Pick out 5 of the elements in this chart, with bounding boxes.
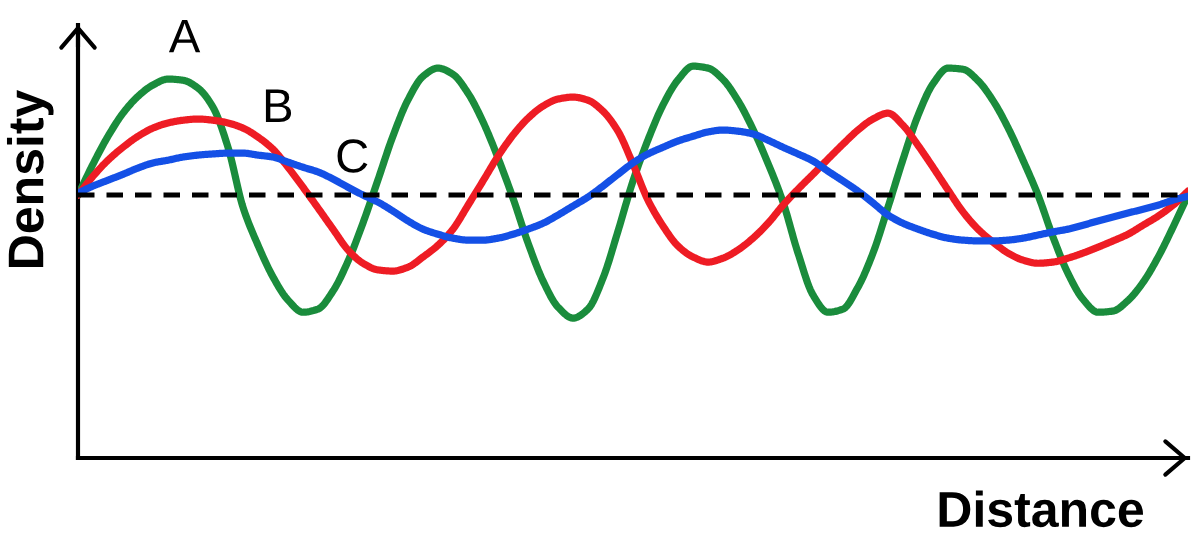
y-axis-title: Density xyxy=(6,89,54,267)
series-label: C xyxy=(337,139,368,173)
x-axis-title: Distance xyxy=(939,490,1144,528)
series-label: B xyxy=(265,89,292,123)
series-label: A xyxy=(168,19,201,53)
